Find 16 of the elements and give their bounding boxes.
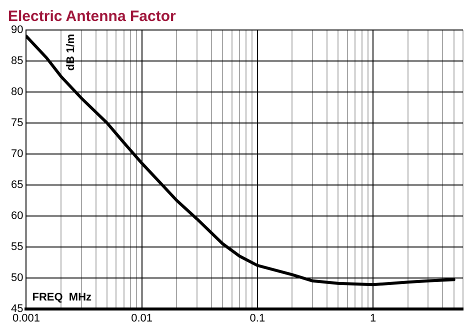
y-tick-label: 75 <box>10 116 24 129</box>
y-tick-label: 85 <box>10 55 24 68</box>
y-tick-label: 90 <box>10 24 24 36</box>
y-tick-label: 50 <box>10 272 24 284</box>
x-axis-title: FREQ MHz <box>32 291 92 304</box>
chart-title: Electric Antenna Factor <box>8 8 176 26</box>
y-tick-label: 45 <box>10 302 24 315</box>
y-tick-label: 60 <box>10 210 24 222</box>
y-tick-label: 65 <box>10 178 24 191</box>
x-tick-label: 0.001 <box>12 312 40 324</box>
x-tick-label: 0.01 <box>131 312 153 324</box>
x-tick-label: 0.1 <box>250 312 266 324</box>
y-tick-label: 55 <box>10 240 24 253</box>
y-tick-label: 80 <box>10 86 24 98</box>
y-tick-label: 70 <box>10 148 24 160</box>
x-tick-label: 1 <box>370 312 376 324</box>
